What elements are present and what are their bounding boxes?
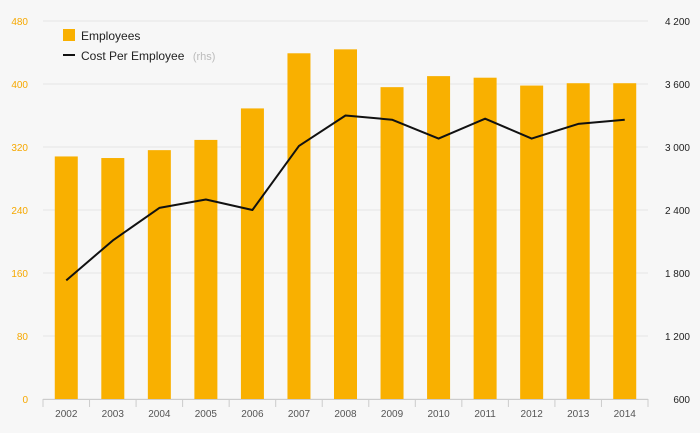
legend-swatch-employees xyxy=(63,29,75,41)
x-axis: 2002 2003 2004 2005 2006 2007 2008 2009 2010 2011… xyxy=(42,399,649,420)
y-right-tick-label: 3 600 xyxy=(665,80,690,91)
bar-2009 xyxy=(380,87,404,400)
y-axis-right: 600 1 200 1 800 2 400 3 000 3 600 4 200 xyxy=(665,17,690,406)
y-right-tick-label: 600 xyxy=(673,395,690,406)
legend: Employees Cost Per Employee (rhs) xyxy=(63,29,215,64)
bar-2007 xyxy=(287,53,311,399)
x-tick-label: 2012 xyxy=(521,409,544,420)
x-tick-label: 2011 xyxy=(474,409,496,420)
bar-2012 xyxy=(520,85,544,399)
y-left-tick-label: 80 xyxy=(17,332,29,343)
x-tick-label: 2009 xyxy=(381,409,404,420)
y-left-tick-label: 320 xyxy=(11,143,28,154)
legend-label-rhs: (rhs) xyxy=(193,51,216,63)
x-tick-label: 2005 xyxy=(195,409,218,420)
x-tick-label: 2007 xyxy=(288,409,311,420)
x-tick-label: 2002 xyxy=(55,409,78,420)
bar-2014 xyxy=(613,83,637,400)
x-tick-label: 2014 xyxy=(614,409,637,420)
legend-label-cost-per-employee: Cost Per Employee (rhs) xyxy=(81,47,215,64)
bar-2005 xyxy=(194,139,218,399)
x-tick-label: 2004 xyxy=(148,409,171,420)
x-tick-label: 2010 xyxy=(427,409,450,420)
x-tick-label: 2008 xyxy=(334,409,357,420)
bar-2010 xyxy=(427,76,451,399)
legend-label-employees: Employees xyxy=(81,29,140,43)
x-tick-label: 2013 xyxy=(567,409,590,420)
cost-per-employee-line xyxy=(65,114,625,282)
y-right-tick-label: 3 000 xyxy=(665,143,690,154)
y-left-tick-label: 160 xyxy=(11,269,28,280)
bar-2011 xyxy=(473,77,497,399)
employee-bars xyxy=(54,49,637,400)
x-tick-label: 2003 xyxy=(102,409,125,420)
y-right-tick-label: 4 200 xyxy=(665,17,690,28)
y-axis-left: 0 80 160 240 320 400 480 xyxy=(11,17,28,406)
bar-2002 xyxy=(54,156,78,399)
y-right-tick-label: 1 800 xyxy=(665,269,690,280)
bar-2004 xyxy=(147,150,171,399)
y-right-tick-label: 1 200 xyxy=(665,332,690,343)
cost-per-employee-line-group xyxy=(65,114,625,282)
y-left-tick-label: 0 xyxy=(22,395,28,406)
bar-2003 xyxy=(101,158,125,399)
y-left-tick-label: 400 xyxy=(11,80,28,91)
legend-label-cost-text: Cost Per Employee xyxy=(81,49,185,63)
x-tick-label: 2006 xyxy=(241,409,264,420)
bar-2006 xyxy=(240,108,264,399)
bar-2008 xyxy=(334,49,357,399)
y-right-tick-label: 2 400 xyxy=(665,206,690,217)
y-left-tick-label: 240 xyxy=(11,206,28,217)
y-left-tick-label: 480 xyxy=(11,17,28,28)
bar-2013 xyxy=(566,83,590,400)
